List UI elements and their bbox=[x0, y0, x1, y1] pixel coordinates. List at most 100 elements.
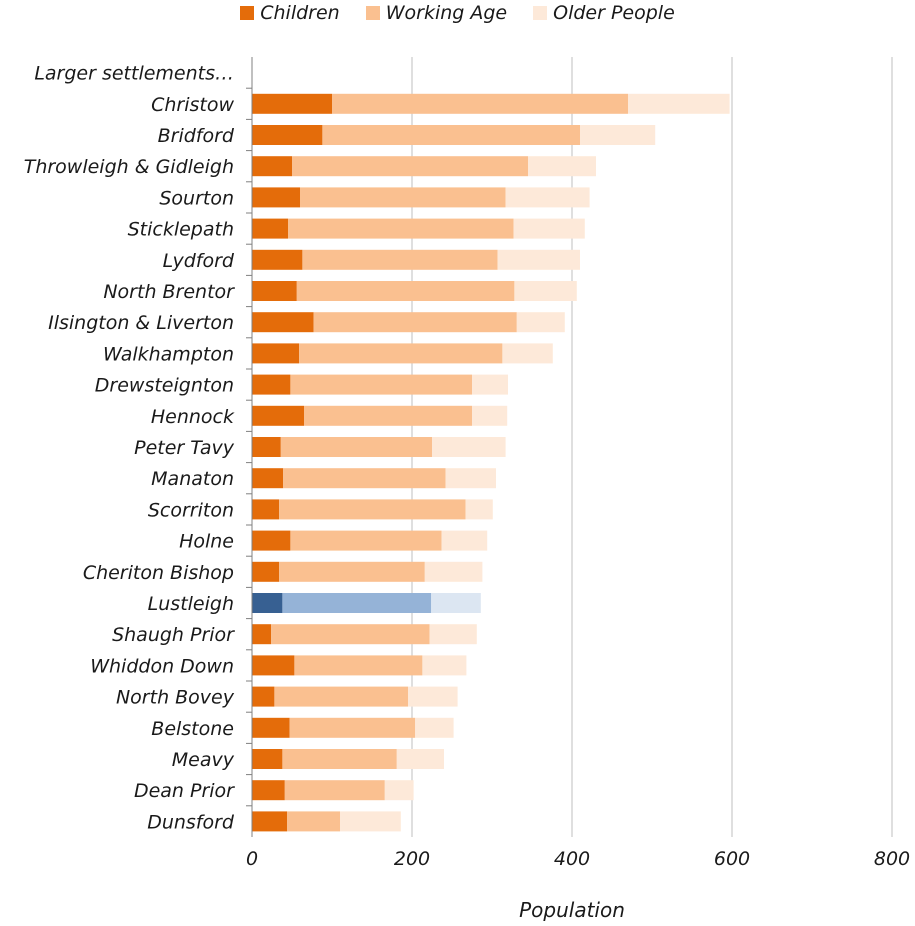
bar-older-people bbox=[384, 780, 414, 801]
bar-children bbox=[252, 686, 275, 707]
bar-older-people bbox=[396, 749, 444, 769]
bar-older-people bbox=[445, 468, 496, 489]
bar-older-people bbox=[424, 561, 483, 582]
chart-legend: Children Working Age Older People bbox=[0, 0, 915, 26]
bar-working-age bbox=[289, 717, 416, 738]
bar-working-age bbox=[280, 437, 432, 457]
category-label: North Bovey bbox=[116, 687, 235, 709]
category-label: Whiddon Down bbox=[90, 655, 234, 677]
bar-children bbox=[252, 249, 303, 270]
legend-item-older-people: Older People bbox=[533, 2, 675, 24]
bar-older-people bbox=[429, 624, 477, 645]
legend-label-working-age: Working Age bbox=[385, 2, 508, 24]
category-label: Hennock bbox=[151, 406, 235, 428]
bar-children bbox=[252, 218, 288, 239]
bar-older-people bbox=[580, 125, 656, 145]
category-label: Peter Tavy bbox=[134, 437, 235, 459]
bar-children bbox=[252, 187, 300, 208]
bar-children bbox=[252, 93, 332, 114]
bar-working-age bbox=[279, 561, 425, 582]
bar-older-people bbox=[415, 717, 454, 738]
bar-children bbox=[252, 530, 291, 551]
bar-working-age bbox=[300, 187, 506, 208]
bar-working-age bbox=[290, 530, 442, 551]
bar-children bbox=[252, 374, 291, 395]
category-label: Lydford bbox=[163, 250, 235, 272]
bar-working-age bbox=[296, 281, 515, 301]
category-label: Bridford bbox=[158, 125, 235, 147]
bar-older-people bbox=[340, 811, 401, 832]
header-label: Larger settlements… bbox=[34, 63, 234, 85]
bar-children bbox=[252, 468, 284, 489]
category-label: Scorriton bbox=[148, 499, 234, 521]
bar-older-people bbox=[514, 281, 577, 301]
bar-working-age bbox=[322, 125, 580, 145]
bar-working-age bbox=[313, 312, 517, 333]
bar-older-people bbox=[516, 312, 565, 333]
bar-older-people bbox=[408, 686, 458, 707]
bar-older-people bbox=[528, 156, 596, 177]
bar-children bbox=[252, 312, 314, 333]
x-tick-label: 800 bbox=[874, 848, 910, 870]
bar-working-age bbox=[279, 499, 466, 520]
legend-swatch-working-age bbox=[365, 6, 380, 20]
bar-older-people bbox=[432, 437, 506, 457]
category-label: Meavy bbox=[172, 749, 235, 771]
category-label: Shaugh Prior bbox=[112, 624, 235, 646]
bar-children bbox=[252, 624, 272, 645]
bar-working-age bbox=[283, 468, 446, 489]
bar-older-people bbox=[472, 405, 508, 426]
bar-working-age bbox=[294, 655, 423, 676]
bar-children bbox=[252, 499, 280, 520]
bar-working-age bbox=[299, 343, 503, 364]
category-label: Walkhampton bbox=[103, 343, 234, 365]
category-label: Sourton bbox=[159, 187, 234, 209]
x-tick-label: 600 bbox=[714, 848, 750, 870]
bar-working-age bbox=[302, 249, 498, 270]
legend-item-working-age: Working Age bbox=[365, 2, 508, 24]
bar-older-people bbox=[465, 499, 493, 520]
bar-working-age bbox=[271, 624, 430, 645]
bar-working-age bbox=[282, 593, 432, 613]
bar-children bbox=[252, 561, 280, 582]
category-label: Throwleigh & Gidleigh bbox=[24, 156, 234, 178]
category-label: Holne bbox=[179, 531, 234, 553]
category-label: Manaton bbox=[151, 468, 234, 490]
category-label: Drewsteignton bbox=[95, 375, 234, 397]
bar-working-age bbox=[290, 374, 472, 395]
bar-older-people bbox=[441, 530, 488, 551]
bar-older-people bbox=[628, 93, 730, 114]
category-label: Belstone bbox=[151, 718, 234, 740]
x-tick-label: 0 bbox=[246, 848, 258, 870]
bar-children bbox=[252, 749, 283, 769]
category-label: Lustleigh bbox=[148, 593, 234, 615]
bar-children bbox=[252, 717, 290, 738]
category-label: Ilsington & Liverton bbox=[48, 312, 234, 334]
bar-children bbox=[252, 593, 283, 613]
bar-children bbox=[252, 655, 295, 676]
category-label: Sticklepath bbox=[128, 219, 234, 241]
bar-children bbox=[252, 125, 323, 145]
x-tick-label: 200 bbox=[394, 848, 430, 870]
bar-older-people bbox=[472, 374, 508, 395]
bar-children bbox=[252, 281, 297, 301]
bar-older-people bbox=[505, 187, 590, 208]
bar-children bbox=[252, 437, 281, 457]
bar-working-age bbox=[304, 405, 472, 426]
legend-swatch-older-people bbox=[533, 6, 548, 20]
bar-older-people bbox=[431, 593, 481, 613]
category-label: Dunsford bbox=[147, 811, 235, 833]
category-label: Dean Prior bbox=[134, 780, 235, 802]
bar-children bbox=[252, 156, 292, 177]
bar-working-age bbox=[288, 218, 514, 239]
bar-children bbox=[252, 811, 288, 832]
bar-older-people bbox=[497, 249, 580, 270]
legend-swatch-children bbox=[240, 6, 255, 20]
bar-children bbox=[252, 405, 304, 426]
bar-children bbox=[252, 780, 285, 801]
bar-children bbox=[252, 343, 300, 364]
bar-older-people bbox=[502, 343, 553, 364]
legend-label-children: Children bbox=[260, 2, 340, 24]
legend-label-older-people: Older People bbox=[553, 2, 675, 24]
